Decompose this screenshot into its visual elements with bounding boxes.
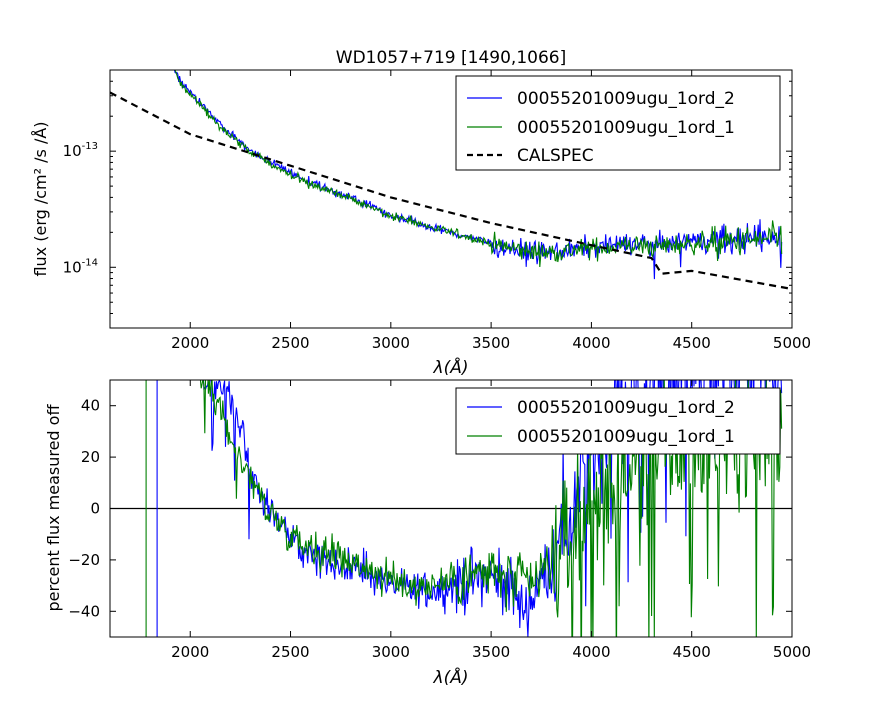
top-xtick-label: 2500 — [271, 334, 309, 352]
bottom-ytick-label: 40 — [81, 397, 100, 415]
top-legend-box — [455, 75, 781, 171]
top-xtick-label: 3500 — [472, 334, 510, 352]
bottom-ytick-label: 0 — [90, 500, 100, 518]
top-xtick-label: 2000 — [171, 334, 209, 352]
top-chart-title: WD1057+719 [1490,1066] — [336, 48, 566, 68]
top-legend: 00055201009ugu_1ord_2 00055201009ugu_1or… — [455, 75, 781, 171]
bottom-legend-label-2: 00055201009ugu_1ord_1 — [517, 427, 735, 447]
bottom-xtick-label: 3000 — [372, 643, 410, 661]
bottom-xtick-label: 4500 — [673, 643, 711, 661]
top-ylabel: flux (erg /cm² /s /Å) — [31, 121, 50, 276]
top-xlabel: λ(Å) — [433, 356, 469, 378]
bottom-series-group — [110, 380, 792, 637]
top-series-ord1 — [174, 70, 783, 268]
bottom-xtick-label: 3500 — [472, 643, 510, 661]
top-series-calspec — [110, 91, 792, 291]
bottom-legend: 00055201009ugu_1ord_2 00055201009ugu_1or… — [455, 387, 781, 455]
top-xtick-label: 5000 — [773, 334, 811, 352]
top-series-group — [110, 70, 792, 291]
top-xtick-label: 4500 — [673, 334, 711, 352]
bottom-ytick-label: −20 — [68, 551, 100, 569]
top-xtick-label: 3000 — [372, 334, 410, 352]
top-plot-frame — [109, 69, 793, 329]
top-legend-label-2: 00055201009ugu_1ord_1 — [517, 118, 735, 138]
bottom-xtick-label: 5000 — [773, 643, 811, 661]
bottom-ytick-label: 20 — [81, 448, 100, 466]
bottom-chart: 2000 2500 3000 3500 4000 4500 5000−40−2002040 … — [44, 379, 811, 688]
bottom-ylabel: percent flux measured off — [44, 404, 63, 612]
bottom-ticks: 2000 2500 3000 3500 4000 4500 5000 −40 −20 0 20 40 — [68, 380, 811, 661]
bottom-xtick-label: 4000 — [572, 643, 610, 661]
top-legend-label-1: 00055201009ugu_1ord_2 — [517, 89, 735, 109]
bottom-ytick-label: −40 — [68, 602, 100, 620]
top-legend-label-3: CALSPEC — [517, 146, 594, 166]
bottom-xlabel: λ(Å) — [433, 666, 469, 688]
top-xtick-label: 4000 — [572, 334, 610, 352]
top-chart: WD1057+719 [1490,1066] 2000 2500 3000 3500 4… — [31, 48, 811, 378]
bottom-series-ord1 — [145, 380, 783, 637]
bottom-xtick-label: 2500 — [271, 643, 309, 661]
bottom-legend-label-1: 00055201009ugu_1ord_2 — [517, 398, 735, 418]
bottom-xtick-label: 2000 — [171, 643, 209, 661]
bottom-legend-box — [455, 387, 781, 455]
